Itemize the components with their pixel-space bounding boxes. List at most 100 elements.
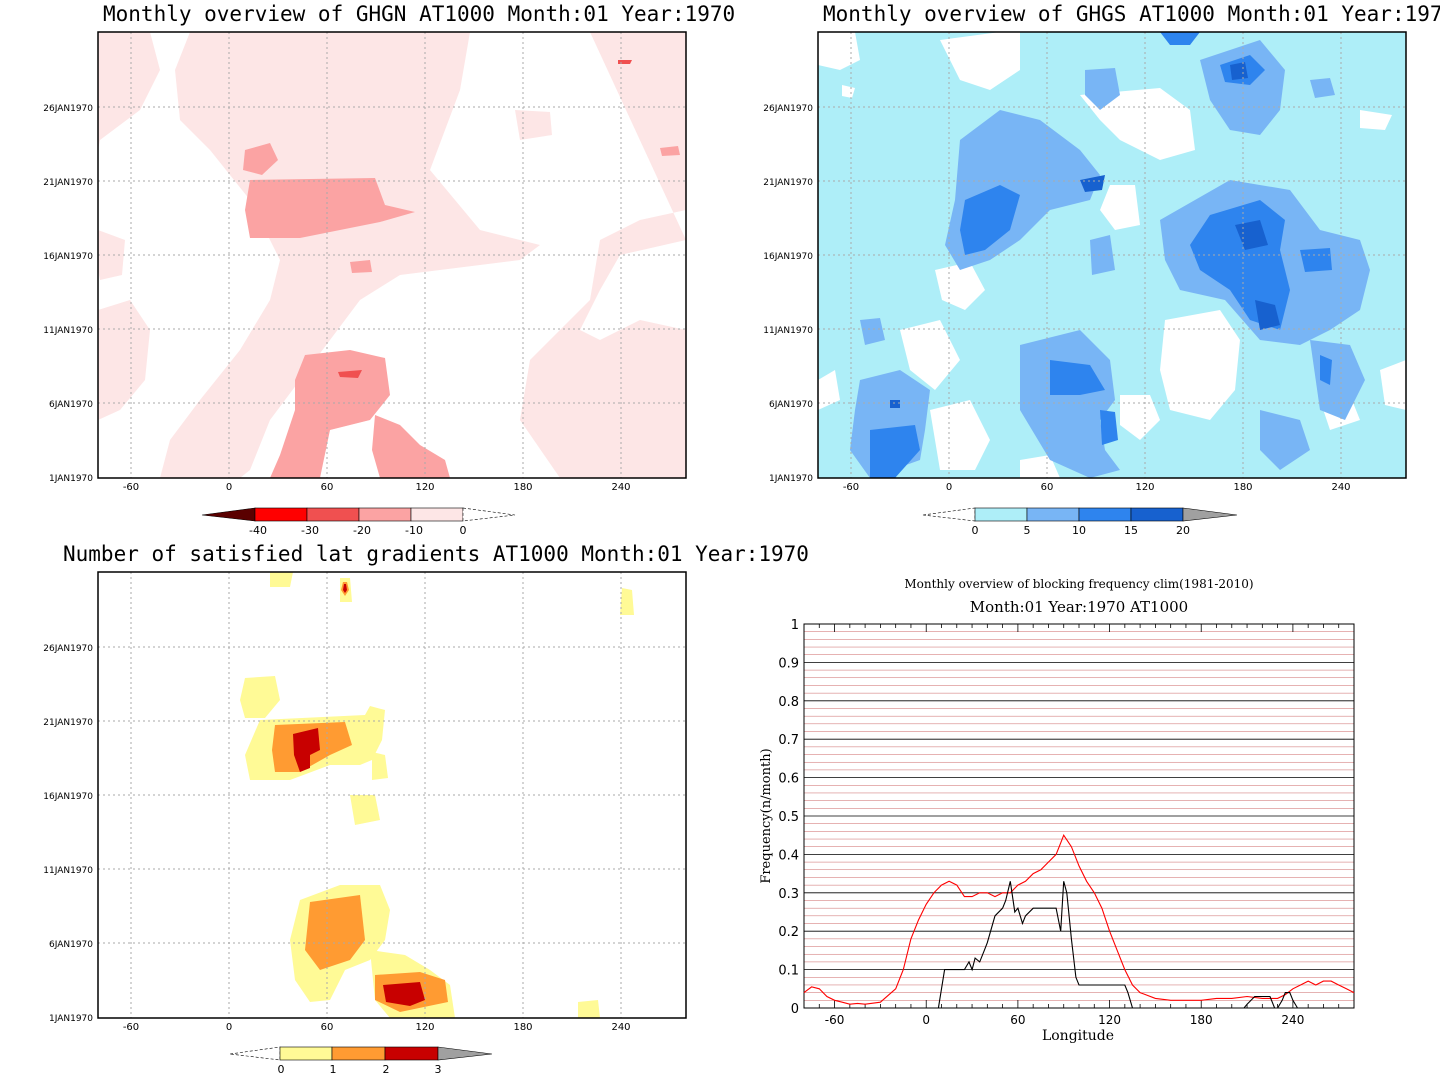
ghgn-cb-label: 0 (460, 524, 467, 537)
ghgs-xtick: 60 (1041, 482, 1054, 493)
gradients-ytick: 26JAN1970 (43, 644, 93, 654)
ghgn-xtick: 240 (611, 482, 630, 493)
ghgn-ytick: 6JAN1970 (49, 400, 93, 410)
gradients-ytick: 6JAN1970 (49, 940, 93, 950)
gradients-colorbar-labels: 0 1 2 3 (278, 1063, 442, 1076)
ghgn-plot: 1JAN1970 6JAN1970 11JAN1970 16JAN1970 21… (43, 31, 687, 537)
ghgs-contours (818, 32, 1406, 478)
ghgn-ytick: 21JAN1970 (43, 178, 93, 188)
x-tick-label: 0 (922, 1013, 930, 1027)
ghgs-cb-label: 0 (972, 524, 979, 537)
ghgs-colorbar-labels: 0 5 10 15 20 (972, 524, 1191, 537)
gradients-ytick: 16JAN1970 (43, 792, 93, 802)
gradients-panel: Number of satisfied lat gradients AT1000… (0, 540, 809, 1091)
ghgs-xtick: 240 (1331, 482, 1350, 493)
ghgs-ytick: 11JAN1970 (763, 326, 813, 336)
ghgn-colorbar-labels: -40 -30 -20 -10 0 (249, 524, 466, 537)
ghgs-plot: 1JAN1970 6JAN1970 11JAN1970 16JAN1970 21… (763, 31, 1407, 537)
chart-ylabel: Frequency(n/month) (759, 748, 774, 883)
gradients-grid (98, 572, 686, 1018)
ghgs-yticks: 1JAN1970 6JAN1970 11JAN1970 16JAN1970 21… (763, 104, 813, 484)
ghgs-frame (817, 31, 1407, 479)
ghgn-colorbar (201, 507, 516, 522)
ghgs-cb-label: 10 (1072, 524, 1086, 537)
ghgs-cb-label: 20 (1176, 524, 1190, 537)
y-tick-label: 0.9 (778, 656, 799, 671)
ghgs-title: Monthly overview of GHGS AT1000 Month:01… (823, 2, 1440, 26)
gradients-xticks: -60 0 60 120 180 240 (123, 1022, 631, 1033)
gradients-xtick: 240 (611, 1022, 630, 1033)
chart-title: Monthly overview of blocking frequency c… (904, 577, 1253, 591)
chart-lines (803, 834, 1355, 1009)
gradients-xtick: 0 (226, 1022, 232, 1033)
gradients-xtick: -60 (123, 1022, 139, 1033)
ghgs-ytick: 6JAN1970 (769, 400, 813, 410)
ghgn-grid (98, 32, 686, 478)
ghgs-ytick: 16JAN1970 (763, 252, 813, 262)
gradients-cb-label: 3 (435, 1063, 442, 1076)
ghgn-xtick: -60 (123, 482, 139, 493)
y-tick-label: 0.5 (778, 810, 799, 825)
gradients-ytick: 1JAN1970 (49, 1014, 93, 1024)
year-series-line (937, 881, 1309, 1009)
ghgn-ytick: 1JAN1970 (49, 474, 93, 484)
ghgn-cb-label: -30 (301, 524, 319, 537)
chart-subtitle: Month:01 Year:1970 AT1000 (970, 598, 1188, 616)
ghgs-grid (818, 32, 1406, 478)
y-tick-label: 0.7 (778, 733, 799, 748)
ghgn-panel: Monthly overview of GHGN AT1000 Month:01… (0, 0, 735, 545)
ghgs-xtick: -60 (843, 482, 859, 493)
gradients-title: Number of satisfied lat gradients AT1000… (63, 542, 809, 566)
y-tick-label: 0.1 (778, 964, 799, 979)
gradients-cb-label: 2 (383, 1063, 390, 1076)
gradients-ytick: 21JAN1970 (43, 718, 93, 728)
ghgn-ytick: 26JAN1970 (43, 104, 93, 114)
y-tick-label: 0.8 (778, 695, 799, 710)
gradients-yticks: 1JAN1970 6JAN1970 11JAN1970 16JAN1970 21… (43, 644, 93, 1024)
ghgs-ytick: 21JAN1970 (763, 178, 813, 188)
x-tick-label: 60 (1010, 1013, 1025, 1027)
gradients-ytick: 11JAN1970 (43, 866, 93, 876)
ghgs-ytick: 1JAN1970 (769, 474, 813, 484)
ghgn-ytick: 11JAN1970 (43, 326, 93, 336)
x-tick-label: -60 (825, 1013, 845, 1027)
ghgn-xtick: 0 (226, 482, 232, 493)
chart-xlabel: Longitude (1042, 1028, 1114, 1044)
ghgs-xtick: 0 (946, 482, 952, 493)
gradients-contours (240, 572, 634, 1018)
y-tick-label: 0.3 (778, 887, 799, 902)
gradients-xtick: 180 (513, 1022, 532, 1033)
gradients-xtick: 120 (415, 1022, 434, 1033)
ghgs-cb-label: 5 (1024, 524, 1031, 537)
ghgs-xtick: 120 (1135, 482, 1154, 493)
gradients-plot: 1JAN1970 6JAN1970 11JAN1970 16JAN1970 21… (43, 571, 687, 1076)
ghgn-yticks: 1JAN1970 6JAN1970 11JAN1970 16JAN1970 21… (43, 104, 93, 484)
x-tick-label: 120 (1098, 1013, 1121, 1027)
blocking-panel: Monthly overview of blocking frequency c… (720, 560, 1440, 1091)
ghgs-cb-label: 15 (1124, 524, 1138, 537)
gradients-colorbar (229, 1046, 493, 1061)
blocking-line-chart: Monthly overview of blocking frequency c… (759, 577, 1355, 1044)
ghgs-xtick: 180 (1233, 482, 1252, 493)
y-tick-label: 0.6 (778, 772, 799, 787)
chart-grid (804, 623, 1354, 1009)
ghgs-xticks: -60 0 60 120 180 240 (843, 482, 1351, 493)
ghgn-ytick: 16JAN1970 (43, 252, 93, 262)
x-tick-label: 180 (1190, 1013, 1213, 1027)
ghgn-cb-label: -20 (353, 524, 371, 537)
ghgn-xticks: -60 0 60 120 180 240 (123, 482, 631, 493)
x-tick-label: 240 (1281, 1013, 1304, 1027)
ghgs-colorbar (922, 507, 1238, 522)
gradients-xtick: 60 (321, 1022, 334, 1033)
y-tick-label: 0 (791, 1002, 799, 1017)
ghgn-title: Monthly overview of GHGN AT1000 Month:01… (103, 2, 736, 26)
gradients-cb-label: 0 (278, 1063, 285, 1076)
chart-axes: 0 0.1 0.2 0.3 0.4 0.5 0.6 0.7 0.8 0.9 1 -60 0 60 120 18… (778, 618, 1355, 1027)
ghgn-frame (97, 31, 687, 479)
y-tick-label: 0.2 (778, 925, 799, 940)
ghgn-xtick: 180 (513, 482, 532, 493)
ghgs-ytick: 26JAN1970 (763, 104, 813, 114)
ghgn-cb-label: -40 (249, 524, 267, 537)
ghgn-contours (98, 32, 686, 478)
ghgn-xtick: 120 (415, 482, 434, 493)
